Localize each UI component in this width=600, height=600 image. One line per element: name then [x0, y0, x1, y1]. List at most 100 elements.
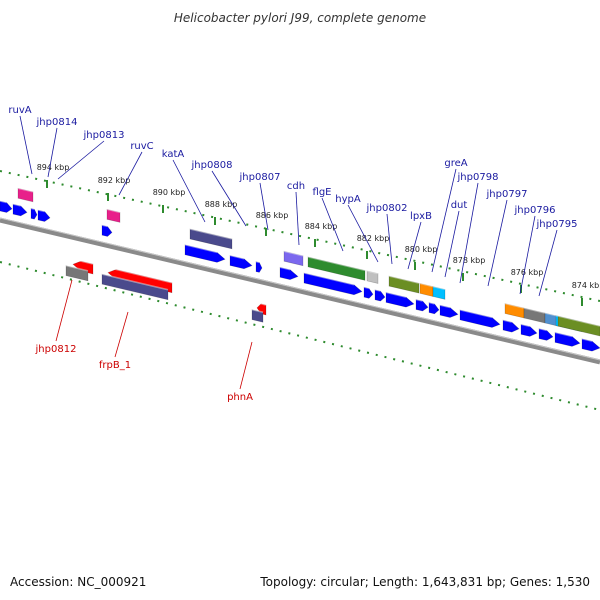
feature-slate-1 [189, 228, 233, 250]
feature-jhp0812-highlight [65, 264, 89, 272]
cds-forward-17 [502, 319, 520, 333]
feature-slate-3-highlight [251, 308, 264, 313]
gene-label-jhp0813[interactable]: jhp0813 [83, 130, 125, 141]
gene-label-jhp0798[interactable]: jhp0798 [457, 172, 499, 183]
cds-forward-15 [439, 304, 459, 318]
gene-label-cdh[interactable]: cdh [287, 181, 305, 192]
feature-steel-1 [544, 312, 559, 327]
feature-slate-2-highlight [101, 273, 169, 291]
feature-slate-2 [101, 273, 169, 301]
cds-forward-10-highlight [363, 286, 370, 290]
gene-label-flge[interactable]: flgE [313, 187, 332, 198]
cds-forward-17-highlight [502, 319, 512, 323]
leader-flge [321, 197, 344, 252]
cds-forward-ruvc-highlight [101, 224, 108, 228]
cds-forward-9 [303, 272, 363, 296]
leader-jhp0797 [487, 199, 508, 287]
gene-label-jhp0797[interactable]: jhp0797 [486, 189, 528, 200]
cds-forward-19-highlight [538, 327, 547, 332]
cds-forward-18-highlight [520, 323, 530, 328]
cds-forward-8-highlight [279, 266, 291, 271]
gene-label-hypa[interactable]: hypA [335, 194, 361, 205]
leader-hypa [347, 204, 379, 263]
cds-forward-1-highlight [0, 200, 7, 204]
cds-forward-16-highlight [459, 309, 493, 319]
feature-olive-2 [557, 315, 600, 337]
cds-forward-15-highlight [439, 304, 451, 309]
leader-ruvc [118, 151, 143, 196]
gene-label-jhp0807[interactable]: jhp0807 [239, 172, 281, 183]
gene-label-ruvc[interactable]: ruvC [130, 141, 153, 152]
leader-grea [431, 168, 457, 273]
leader-frpb-1 [114, 311, 129, 358]
leader-jhp0798 [459, 182, 479, 284]
backbone [0, 217, 600, 365]
tick-label-890-kbp: 890 kbp [153, 188, 186, 197]
cds-forward-21 [581, 338, 600, 352]
feature-cdh [283, 250, 304, 267]
gene-label-dut[interactable]: dut [451, 200, 468, 211]
feature-orange-2-highlight [504, 302, 525, 309]
gene-label-lpxb[interactable]: lpxB [410, 211, 432, 222]
tick-label-876-kbp: 876 kbp [511, 268, 544, 277]
cds-forward-ruvc [101, 224, 113, 237]
cds-forward-10 [363, 286, 374, 299]
cds-forward-21-highlight [581, 338, 593, 342]
feature-flge-highlight [307, 256, 366, 272]
tick-label-886-kbp: 886 kbp [256, 211, 289, 220]
accession-text: Accession: NC_000921 [10, 575, 146, 589]
feature-slate-3 [251, 309, 264, 323]
backbone-highlight [0, 217, 600, 361]
features [0, 187, 600, 352]
cds-forward-3-highlight [30, 207, 35, 210]
cds-forward-7-highlight [255, 260, 260, 264]
tick-label-874-kbp: 874 kbp [572, 281, 600, 290]
feature-magenta-2 [106, 208, 121, 223]
gene-label-frpb-1[interactable]: frpB_1 [99, 360, 131, 371]
cds-reverse-frpb-highlight [107, 266, 173, 284]
gene-label-kata[interactable]: katA [162, 149, 185, 160]
kbp-ticks: 894 kbp 892 kbp 890 kbp 888 kbp 886 kbp 884 k… [37, 163, 600, 306]
feature-olive-1 [388, 275, 420, 294]
feature-gray-1-highlight [366, 270, 379, 275]
feature-orange-1-highlight [419, 282, 434, 288]
feature-cyan-2-highlight [555, 314, 583, 323]
leader-jhp0814 [47, 127, 58, 178]
feature-magenta-1-highlight [17, 187, 34, 193]
cds-forward-13-highlight [415, 298, 423, 302]
cds-forward-1 [0, 200, 13, 213]
cds-forward-20-highlight [554, 331, 573, 338]
gene-label-jhp0795[interactable]: jhp0795 [536, 219, 578, 230]
cds-forward-4-highlight [37, 209, 45, 213]
gene-label-grea[interactable]: greA [444, 158, 467, 169]
cds-forward-14-highlight [428, 301, 435, 305]
gene-label-phna[interactable]: phnA [227, 392, 253, 403]
gene-label-jhp0802[interactable]: jhp0802 [366, 203, 408, 214]
feature-cyan-1-highlight [432, 285, 446, 291]
feature-cdh-highlight [283, 250, 304, 257]
feature-olive-1-highlight [388, 275, 420, 284]
gene-labels: ruvA jhp0814 jhp0813 ruvC katA jhp0808 jhp0807… [8, 105, 577, 403]
cds-forward-11 [374, 289, 386, 302]
feature-slate-1-highlight [189, 228, 233, 240]
gene-label-jhp0814[interactable]: jhp0814 [36, 117, 78, 128]
gene-label-jhp0808[interactable]: jhp0808 [191, 160, 233, 171]
cds-forward-6 [229, 255, 253, 270]
cds-forward-19 [538, 328, 554, 341]
inner-tick-ring [0, 261, 600, 411]
tick-label-892-kbp: 892 kbp [98, 176, 131, 185]
gene-label-ruva[interactable]: ruvA [8, 105, 31, 116]
leader-lpxb [407, 221, 422, 270]
tick-label-878-kbp: 878 kbp [453, 256, 486, 265]
cds-forward-3 [30, 207, 38, 220]
leader-jhp0802 [386, 213, 393, 265]
tick-label-880-kbp: 880 kbp [405, 245, 438, 254]
cds-forward-6-highlight [229, 254, 245, 260]
cds-forward-4 [37, 209, 51, 222]
gene-label-jhp0796[interactable]: jhp0796 [514, 205, 556, 216]
cds-forward-11-highlight [374, 289, 381, 292]
cds-reverse-1-highlight [72, 258, 94, 265]
gene-label-jhp0812[interactable]: jhp0812 [35, 344, 77, 355]
feature-jhp0812 [65, 265, 89, 282]
